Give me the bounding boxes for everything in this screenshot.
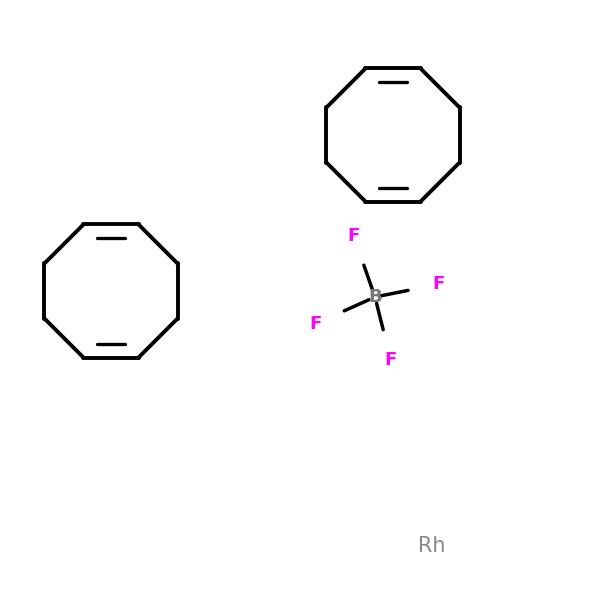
Text: F: F (310, 314, 322, 332)
Text: F: F (385, 351, 397, 369)
Text: F: F (433, 275, 445, 293)
Text: Rh: Rh (418, 536, 446, 556)
Text: F: F (347, 227, 360, 245)
Text: B: B (368, 288, 382, 306)
